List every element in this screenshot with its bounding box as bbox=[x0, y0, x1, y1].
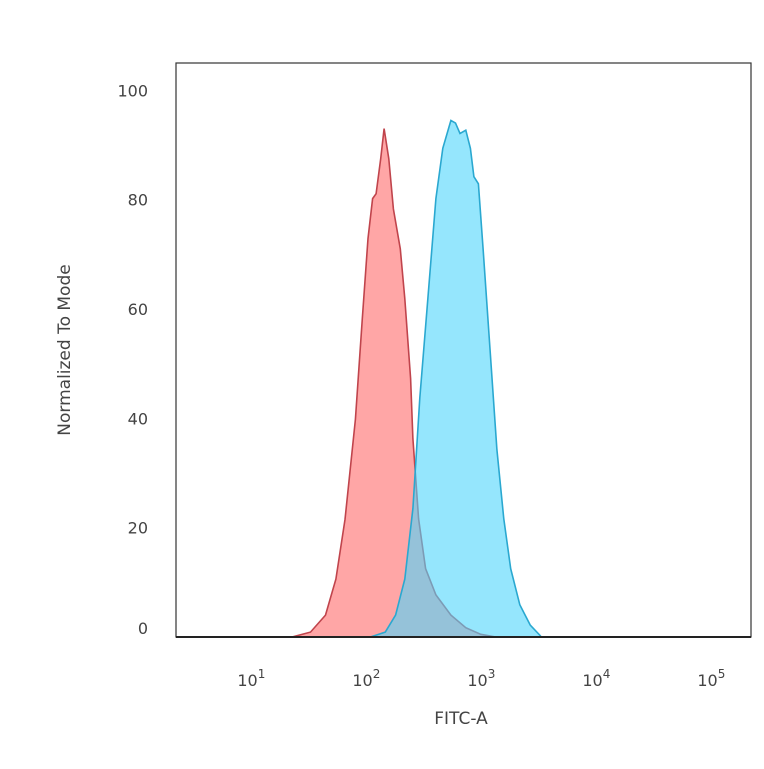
x-tick-exponent: 2 bbox=[373, 667, 381, 681]
x-tick-exponent: 5 bbox=[718, 667, 726, 681]
x-axis-title: FITC-A bbox=[434, 709, 488, 729]
x-tick-base: 10 bbox=[237, 671, 257, 690]
x-tick-base: 10 bbox=[582, 671, 602, 690]
x-tick-label: 105 bbox=[697, 667, 725, 690]
x-tick-exponent: 1 bbox=[258, 667, 266, 681]
x-tick-base: 10 bbox=[697, 671, 717, 690]
x-tick-label: 104 bbox=[582, 667, 610, 690]
y-tick-label: 100 bbox=[117, 81, 148, 100]
y-tick-label: 60 bbox=[128, 300, 148, 319]
y-tick-label: 40 bbox=[128, 409, 148, 428]
y-tick-label: 20 bbox=[128, 519, 148, 538]
x-tick-label: 103 bbox=[467, 667, 495, 690]
y-tick-label: 80 bbox=[128, 191, 148, 210]
x-tick-exponent: 3 bbox=[488, 667, 496, 681]
x-tick-base: 10 bbox=[352, 671, 372, 690]
x-tick-exponent: 4 bbox=[603, 667, 611, 681]
x-tick-label: 101 bbox=[237, 667, 265, 690]
x-tick-label: 102 bbox=[352, 667, 380, 690]
y-tick-label: 0 bbox=[138, 619, 148, 638]
y-axis-title: Normalized To Mode bbox=[55, 264, 75, 435]
histogram-sample bbox=[370, 119, 542, 638]
x-tick-base: 10 bbox=[467, 671, 487, 690]
